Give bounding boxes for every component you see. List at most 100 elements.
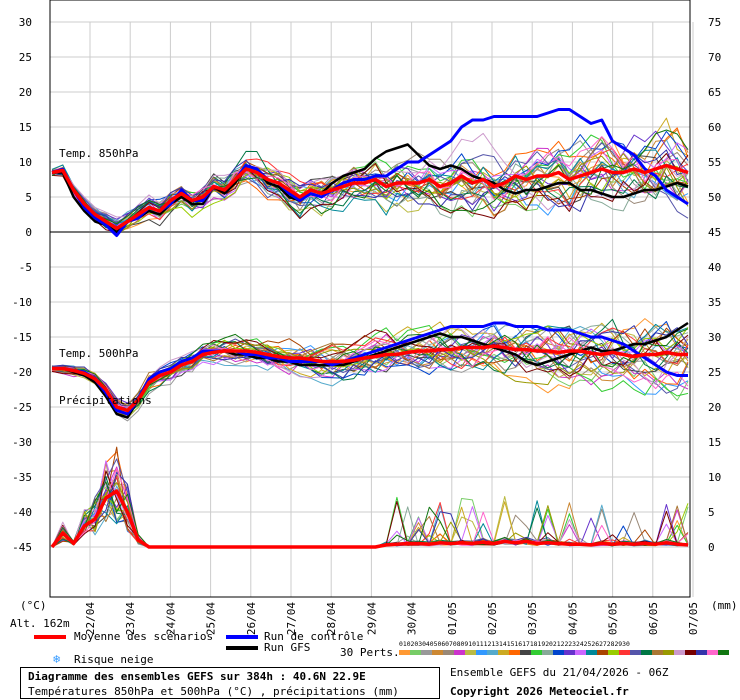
pert-swatch [553, 650, 564, 655]
x-tick-label: 01/05 [446, 602, 459, 635]
right-tick-label: 60 [708, 121, 721, 134]
pert-swatch [663, 650, 674, 655]
right-tick-label: 25 [708, 366, 721, 379]
x-tick-label: 30/04 [406, 602, 419, 635]
pert-precip-line [51, 468, 689, 548]
legend-snow-label: Risque neige [74, 653, 154, 666]
pert-precip-line [51, 470, 689, 548]
pert-swatches [399, 650, 729, 655]
pert-swatch [696, 650, 707, 655]
pert-t500-line [51, 326, 689, 410]
mean-t850-line [51, 163, 689, 231]
pert-swatch [498, 650, 509, 655]
left-tick-label: 5 [25, 191, 32, 204]
left-tick-label: -40 [12, 506, 32, 519]
x-tick-label: 24/04 [164, 602, 177, 635]
mean-t500-line [52, 344, 688, 413]
pert-t850-line [51, 150, 689, 230]
x-tick-label: 07/05 [687, 602, 700, 635]
x-tick-label: 27/04 [285, 602, 298, 635]
left-tick-label: 10 [19, 156, 32, 169]
run-info: Ensemble GEFS du 21/04/2026 - 06Z [450, 666, 669, 679]
pert-swatch [685, 650, 696, 655]
right-tick-label: 20 [708, 401, 721, 414]
pert-swatch [509, 650, 520, 655]
pert-swatch [619, 650, 630, 655]
gfs-t850-line [52, 143, 689, 234]
pert-t850-line [51, 130, 689, 228]
left-tick-label: -45 [12, 541, 32, 554]
pert-swatch [586, 650, 597, 655]
pert-swatch [421, 650, 432, 655]
legend-gfs-swatch [226, 646, 258, 650]
pert-precip-line [51, 461, 689, 548]
legend-gfs-label: Run GFS [264, 641, 311, 654]
chart-title: Diagramme des ensembles GEFS sur 384h : … [28, 670, 366, 683]
legend-control-label: Run de contrôle [264, 630, 364, 643]
right-tick-label: 65 [708, 86, 721, 99]
label-precip: Précipitations [59, 394, 152, 407]
mean-precip-line [50, 489, 689, 549]
pert-swatch [520, 650, 531, 655]
pert-swatch [432, 650, 443, 655]
pert-swatch [707, 650, 718, 655]
pert-swatch [674, 650, 685, 655]
pert-precip-line [51, 485, 689, 548]
x-tick-label: 28/04 [325, 602, 338, 635]
legend-mean-label: Moyenne des scénarios [74, 630, 214, 643]
left-tick-label: -10 [12, 296, 32, 309]
x-tick-label: 25/04 [205, 602, 218, 635]
pert-swatch [465, 650, 476, 655]
x-tick-label: 22/04 [84, 602, 97, 635]
x-tick-label: 02/05 [486, 602, 499, 635]
pert-t850-line [51, 149, 689, 226]
pert-precip-line [51, 469, 689, 548]
right-tick-label: 55 [708, 156, 721, 169]
pert-swatch [630, 650, 641, 655]
pert-swatch [575, 650, 586, 655]
pert-t850-line [51, 129, 689, 225]
chart-subtitle: Températures 850hPa et 500hPa (°C) , pré… [28, 685, 399, 698]
right-tick-label: 30 [708, 331, 721, 344]
x-tick-label: 23/04 [124, 602, 137, 635]
x-tick-label: 05/05 [607, 602, 620, 635]
right-unit: (mm) [711, 599, 738, 612]
pert-swatch [608, 650, 619, 655]
pert-precip-line [51, 460, 689, 548]
right-tick-label: 15 [708, 436, 721, 449]
pert-t500-line [51, 341, 689, 406]
right-tick-label: 70 [708, 51, 721, 64]
left-tick-label: 20 [19, 86, 32, 99]
main-series-lines [50, 108, 689, 549]
right-tick-label: 50 [708, 191, 721, 204]
title-box [20, 667, 440, 699]
pert-t850-line [51, 147, 689, 233]
x-tick-label: 04/05 [566, 602, 579, 635]
left-tick-label: -20 [12, 366, 32, 379]
altitude-label: Alt. 162m [10, 617, 70, 630]
left-unit: (°C) [20, 599, 47, 612]
right-tick-label: 10 [708, 471, 721, 484]
right-tick-label: 0 [708, 541, 715, 554]
chart-axes: 22/04 23/04 24/04 25/04 26/04 27/04 28/04 29/04… [12, 0, 721, 635]
pert-t500-line [51, 325, 689, 411]
right-tick-label: 75 [708, 16, 721, 29]
left-tick-label: -35 [12, 471, 32, 484]
pert-precip-line [51, 471, 689, 548]
pert-swatch [597, 650, 608, 655]
pert-swatch [476, 650, 487, 655]
pert-precip-line [51, 451, 689, 548]
left-tick-label: 25 [19, 51, 32, 64]
left-tick-label: -30 [12, 436, 32, 449]
left-tick-label: 30 [19, 16, 32, 29]
right-tick-label: 40 [708, 261, 721, 274]
left-tick-label: -5 [19, 261, 32, 274]
pert-swatch [652, 650, 663, 655]
copyright: Copyright 2026 Meteociel.fr [450, 685, 629, 698]
pert-t850-line [51, 142, 689, 223]
pert-swatch [531, 650, 542, 655]
chart-grid [50, 21, 694, 597]
x-tick-label: 29/04 [365, 602, 378, 635]
perts-label: 30 Perts. [340, 646, 400, 659]
